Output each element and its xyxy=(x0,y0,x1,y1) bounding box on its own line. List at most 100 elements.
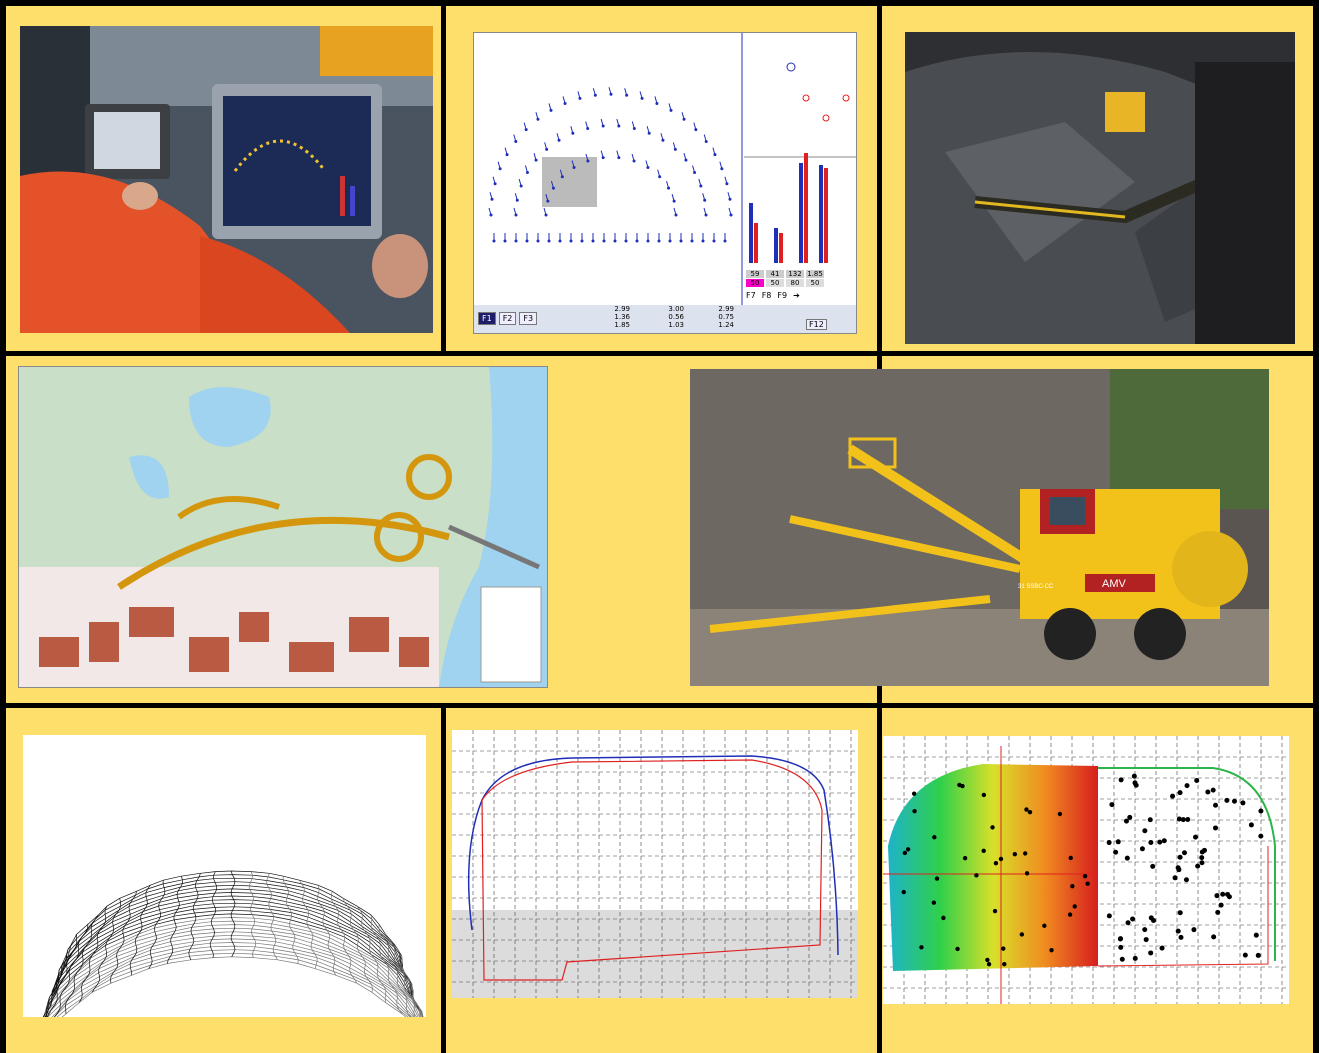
drill-point xyxy=(1159,945,1165,951)
drill-hole xyxy=(489,213,493,217)
drill-hole xyxy=(519,184,523,188)
bar-value: 59 xyxy=(746,270,764,278)
drill-hole xyxy=(693,171,697,175)
mesh-col xyxy=(166,876,183,964)
mesh-col xyxy=(65,914,99,1014)
drill-point xyxy=(1143,937,1149,943)
readout: 1.85 xyxy=(614,321,630,329)
drill-hole xyxy=(514,239,518,243)
bar xyxy=(749,203,753,263)
drill-hole xyxy=(601,156,605,160)
drill-point xyxy=(992,908,998,914)
readout: 1.36 xyxy=(614,313,630,321)
drill-point xyxy=(1183,877,1189,883)
drill-point xyxy=(1258,833,1264,839)
drill-point xyxy=(1147,817,1153,823)
mesh-col xyxy=(401,955,424,1017)
readout: 3.00 xyxy=(668,305,684,313)
drill-point xyxy=(962,855,968,861)
f1-key[interactable]: F1 xyxy=(478,312,496,325)
drill-point xyxy=(901,889,906,895)
drill-point xyxy=(1049,948,1054,953)
readouts-col2: 3.00 0.56 1.03 xyxy=(642,305,684,329)
drill-hole xyxy=(661,138,665,142)
mesh-col xyxy=(402,967,424,1017)
drill-hole xyxy=(640,96,644,100)
drill-point xyxy=(1157,839,1163,845)
drill-point xyxy=(1106,913,1112,919)
drill-hole xyxy=(668,239,672,243)
f2-key[interactable]: F2 xyxy=(498,312,517,325)
drill-point xyxy=(1148,915,1154,921)
drill-hole xyxy=(525,171,529,175)
tunnel-profile-plot xyxy=(452,730,858,998)
readout: 1.24 xyxy=(718,321,734,329)
drill-hole xyxy=(704,139,708,143)
mesh-col xyxy=(266,873,278,960)
f8-key[interactable]: F8 xyxy=(761,291,772,300)
f3-key[interactable]: F3 xyxy=(519,312,538,325)
drill-point xyxy=(1148,950,1154,956)
f9-key[interactable]: F9 xyxy=(777,291,788,300)
mesh-col xyxy=(47,934,78,1017)
drill-hole xyxy=(635,239,639,243)
drill-point xyxy=(1161,838,1167,844)
drill-point xyxy=(941,915,946,921)
bar xyxy=(754,223,758,263)
drill-point xyxy=(912,808,917,814)
drill-hole xyxy=(602,239,606,243)
drilling-rig-photo: AMV 31 SSBC-CC xyxy=(690,369,1269,686)
tunnel-contour-plot xyxy=(883,736,1289,1004)
drill-hole xyxy=(646,165,650,169)
drill-hole xyxy=(498,167,502,171)
drill-hole xyxy=(704,213,708,217)
drill-hole xyxy=(728,197,732,201)
drill-hole xyxy=(609,92,613,96)
grid-divider xyxy=(877,0,882,353)
mesh-row xyxy=(53,884,413,987)
drill-hole xyxy=(557,138,561,142)
f12-key[interactable]: F12 xyxy=(806,319,827,330)
drill-hole xyxy=(690,239,694,243)
drill-point xyxy=(1001,946,1006,951)
drill-hole xyxy=(625,93,629,97)
arrow-right-icon[interactable]: ➔ xyxy=(793,291,800,300)
drill-point xyxy=(1258,808,1264,814)
mesh-col xyxy=(45,955,69,1017)
drill-point xyxy=(919,945,924,950)
drill-hole xyxy=(544,213,548,217)
drill-hole xyxy=(601,124,605,128)
drill-point xyxy=(1255,952,1261,958)
drill-hole xyxy=(563,101,567,105)
drill-point xyxy=(1242,952,1248,958)
drill-point xyxy=(1109,802,1115,808)
bar-value-row: 59 41 132 1.85 xyxy=(746,270,824,278)
drill-point xyxy=(960,783,965,789)
mesh-col xyxy=(129,884,151,976)
readouts-col3: 2.99 0.75 1.24 xyxy=(692,305,734,329)
mesh-col xyxy=(330,891,358,984)
drill-hole xyxy=(571,131,575,135)
drill-point xyxy=(998,856,1004,862)
drill-point xyxy=(1205,789,1211,795)
drill-hole xyxy=(525,239,529,243)
drill-point xyxy=(1148,839,1154,845)
mesh-col xyxy=(356,905,387,1003)
mesh-col xyxy=(248,871,257,958)
bar xyxy=(824,168,828,263)
drill-hole xyxy=(560,175,564,179)
amv-badge: AMV xyxy=(1102,578,1127,590)
grid-divider xyxy=(441,705,446,1053)
bar xyxy=(799,163,803,263)
drill-point xyxy=(974,873,979,878)
drill-point xyxy=(905,847,911,852)
drill-point xyxy=(1185,816,1191,822)
drill-point xyxy=(1212,825,1218,831)
f7-key[interactable]: F7 xyxy=(746,291,756,300)
drill-hole xyxy=(646,239,650,243)
bar-value: 1.85 xyxy=(806,270,824,278)
bottom-value: 50 xyxy=(746,279,764,287)
drill-hole xyxy=(624,239,628,243)
drill-point xyxy=(1127,814,1133,820)
drill-point xyxy=(1085,881,1090,886)
